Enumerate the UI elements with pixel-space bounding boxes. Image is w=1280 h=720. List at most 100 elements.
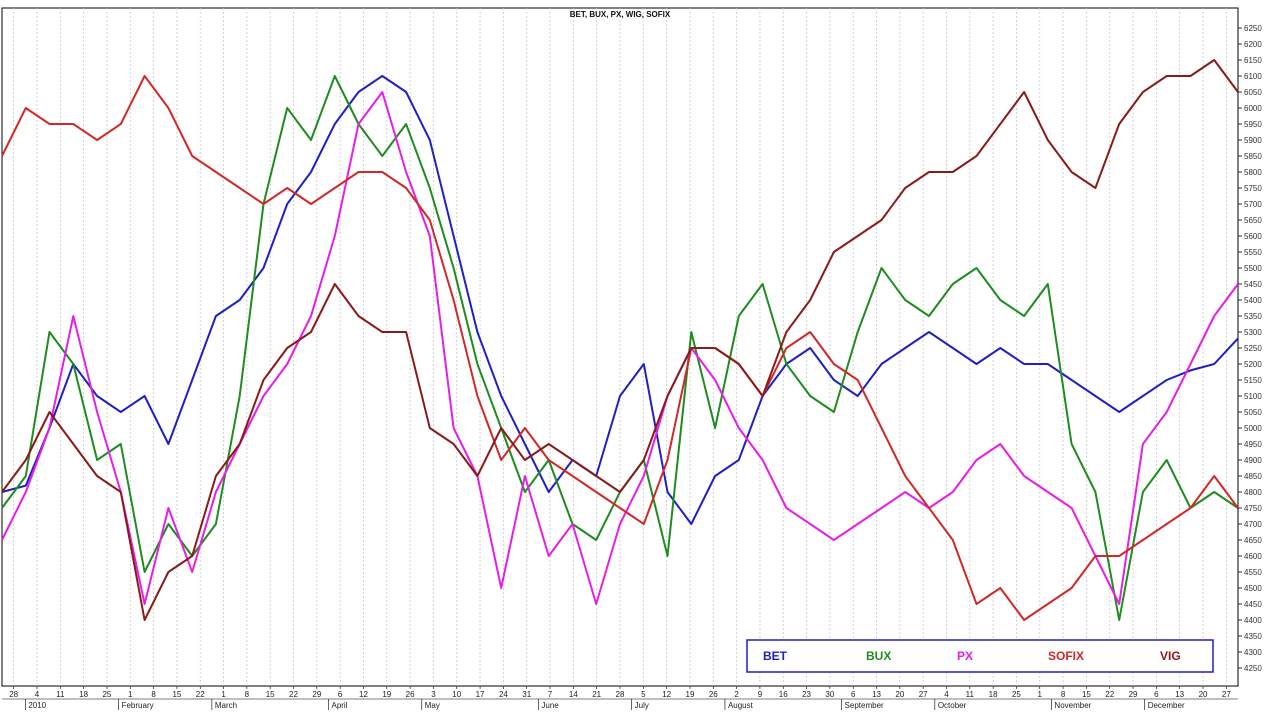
y-tick-label: 5350 — [1244, 312, 1262, 321]
y-tick-label: 5550 — [1244, 248, 1262, 257]
x-tick-label: 3 — [431, 690, 436, 699]
x-tick-label: 20 — [895, 690, 904, 699]
month-label: 2010 — [28, 701, 46, 710]
y-tick-label: 5450 — [1244, 280, 1262, 289]
y-tick-label: 4250 — [1244, 664, 1262, 673]
month-label: September — [845, 701, 884, 710]
month-label: March — [215, 701, 237, 710]
y-tick-label: 5300 — [1244, 328, 1262, 337]
month-label: November — [1054, 701, 1091, 710]
x-tick-label: 22 — [1105, 690, 1114, 699]
x-tick-label: 29 — [1129, 690, 1138, 699]
series-line-sofix — [1, 75, 1239, 621]
x-tick-label: 8 — [151, 690, 156, 699]
y-tick-label: 6100 — [1244, 72, 1262, 81]
grid — [13, 8, 1227, 686]
y-tick-label: 4400 — [1244, 616, 1262, 625]
x-tick-label: 1 — [128, 690, 133, 699]
x-tick-label: 18 — [989, 690, 998, 699]
y-tick-label: 6200 — [1244, 40, 1262, 49]
x-tick-label: 1 — [1038, 690, 1043, 699]
x-tick-label: 8 — [245, 690, 250, 699]
x-tick-label: 4 — [35, 690, 40, 699]
x-tick-label: 10 — [452, 690, 461, 699]
x-tick-label: 29 — [312, 690, 321, 699]
legend-box — [746, 639, 1214, 673]
x-tick-label: 7 — [548, 690, 553, 699]
month-label: December — [1148, 701, 1185, 710]
x-tick-label: 20 — [1199, 690, 1208, 699]
y-tick-label: 5900 — [1244, 136, 1262, 145]
x-tick-label: 15 — [172, 690, 181, 699]
y-tick-label: 5600 — [1244, 232, 1262, 241]
x-tick-label: 6 — [851, 690, 856, 699]
month-label: June — [541, 701, 559, 710]
y-tick-label: 6150 — [1244, 56, 1262, 65]
x-tick-label: 28 — [616, 690, 625, 699]
x-tick-label: 18 — [79, 690, 88, 699]
y-tick-label: 5650 — [1244, 216, 1262, 225]
y-tick-label: 4950 — [1244, 440, 1262, 449]
x-tick-label: 11 — [966, 690, 975, 699]
x-tick-label: 15 — [266, 690, 275, 699]
y-tick-label: 5400 — [1244, 296, 1262, 305]
y-tick-label: 5100 — [1244, 392, 1262, 401]
x-tick-label: 28 — [9, 690, 18, 699]
series-line-px — [1, 91, 1239, 605]
month-label: May — [425, 701, 440, 710]
x-tick-label: 26 — [709, 690, 718, 699]
y-tick-label: 6000 — [1244, 104, 1262, 113]
y-tick-label: 6050 — [1244, 88, 1262, 97]
x-tick-label: 9 — [758, 690, 763, 699]
series-line-bet — [1, 75, 1239, 525]
x-tick-label: 26 — [406, 690, 415, 699]
x-tick-label: 25 — [1012, 690, 1021, 699]
x-tick-label: 12 — [662, 690, 671, 699]
y-tick-label: 5500 — [1244, 264, 1262, 273]
x-tick-label: 15 — [1082, 690, 1091, 699]
x-tick-label: 8 — [1061, 690, 1066, 699]
x-tick-label: 27 — [919, 690, 928, 699]
y-tick-label: 4350 — [1244, 632, 1262, 641]
y-tick-label: 5000 — [1244, 424, 1262, 433]
x-tick-label: 14 — [569, 690, 578, 699]
x-axis: 28 4 11 18 25 1 8 15 22 1 8 15 22 29 6 12 19 26 3 10 17 24 31 7… — [2, 686, 1238, 710]
legend-entry-vig: VIG — [1160, 649, 1181, 663]
y-tick-label: 4300 — [1244, 648, 1262, 657]
x-tick-label: 22 — [289, 690, 298, 699]
x-tick-label: 6 — [338, 690, 343, 699]
legend-entry-bet: BET — [763, 649, 788, 663]
y-tick-label: 4800 — [1244, 488, 1262, 497]
y-tick-label: 4700 — [1244, 520, 1262, 529]
x-tick-label: 17 — [476, 690, 485, 699]
x-tick-label: 30 — [825, 690, 834, 699]
month-label: April — [331, 701, 347, 710]
month-label: February — [122, 701, 154, 710]
y-tick-label: 4550 — [1244, 568, 1262, 577]
month-label: October — [938, 701, 967, 710]
y-tick-label: 4750 — [1244, 504, 1262, 513]
y-tick-label: 5950 — [1244, 120, 1262, 129]
y-tick-label: 5850 — [1244, 152, 1262, 161]
y-tick-label: 4600 — [1244, 552, 1262, 561]
y-tick-label: 6250 — [1244, 24, 1262, 33]
month-label: July — [635, 701, 649, 710]
x-tick-label: 21 — [592, 690, 601, 699]
x-tick-label: 6 — [1154, 690, 1159, 699]
legend: BET BUX PX SOFIX VIG — [746, 639, 1214, 673]
x-tick-label: 13 — [1175, 690, 1184, 699]
y-tick-label: 5200 — [1244, 360, 1262, 369]
y-tick-label: 5700 — [1244, 200, 1262, 209]
y-tick-label: 5250 — [1244, 344, 1262, 353]
legend-entry-bux: BUX — [866, 649, 891, 663]
y-tick-label: 4900 — [1244, 456, 1262, 465]
x-tick-label: 5 — [641, 690, 646, 699]
y-tick-label: 5800 — [1244, 168, 1262, 177]
x-tick-label: 1 — [221, 690, 226, 699]
series-line-vig — [1, 59, 1239, 621]
x-tick-label: 4 — [944, 690, 949, 699]
chart-title: BET, BUX, PX, WIG, SOFIX — [570, 10, 671, 19]
y-tick-label: 4500 — [1244, 584, 1262, 593]
x-tick-label: 19 — [686, 690, 695, 699]
